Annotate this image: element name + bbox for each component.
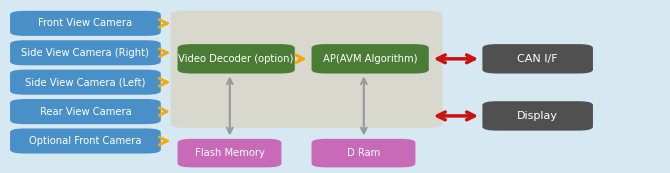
FancyBboxPatch shape — [10, 128, 161, 154]
Text: Optional Front Camera: Optional Front Camera — [29, 136, 141, 146]
Text: Front View Camera: Front View Camera — [38, 18, 133, 28]
FancyBboxPatch shape — [178, 44, 295, 74]
Text: CAN I/F: CAN I/F — [517, 54, 558, 64]
FancyBboxPatch shape — [10, 11, 161, 36]
Text: D Ram: D Ram — [347, 148, 380, 158]
FancyBboxPatch shape — [178, 139, 281, 167]
FancyBboxPatch shape — [10, 40, 161, 65]
FancyBboxPatch shape — [482, 101, 593, 131]
FancyBboxPatch shape — [10, 70, 161, 95]
Text: Flash Memory: Flash Memory — [194, 148, 265, 158]
Text: Video Decoder (option): Video Decoder (option) — [178, 54, 294, 64]
Text: AP(AVM Algorithm): AP(AVM Algorithm) — [323, 54, 417, 64]
Text: Rear View Camera: Rear View Camera — [40, 107, 131, 117]
FancyBboxPatch shape — [312, 44, 429, 74]
FancyBboxPatch shape — [171, 10, 442, 128]
FancyBboxPatch shape — [10, 99, 161, 124]
FancyBboxPatch shape — [312, 139, 415, 167]
Text: Side View Camera (Left): Side View Camera (Left) — [25, 77, 145, 87]
Text: Side View Camera (Right): Side View Camera (Right) — [21, 48, 149, 58]
Text: Display: Display — [517, 111, 558, 121]
FancyBboxPatch shape — [482, 44, 593, 74]
